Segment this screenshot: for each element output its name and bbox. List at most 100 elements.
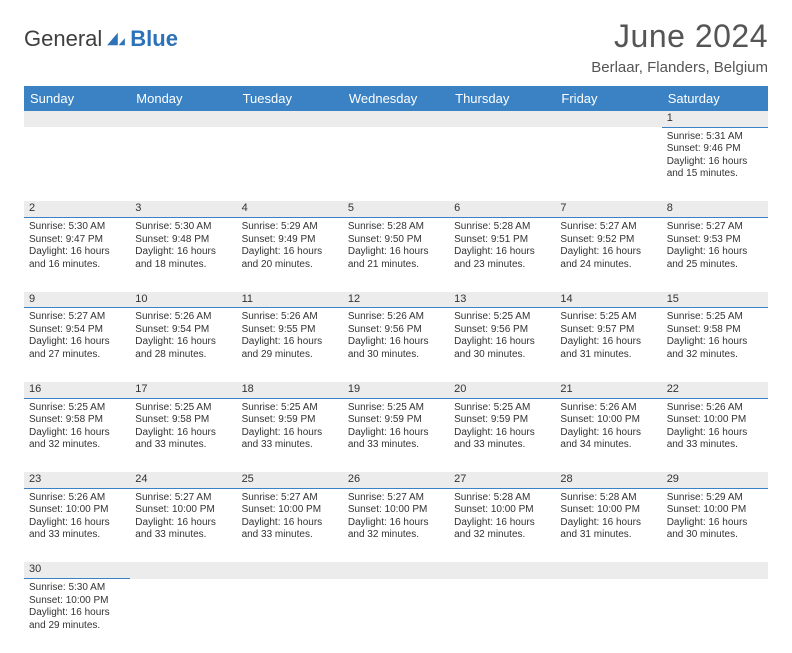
day-cell: Sunrise: 5:28 AMSunset: 9:51 PMDaylight:… <box>449 218 555 292</box>
day-number: 26 <box>343 472 449 488</box>
day-details: Sunrise: 5:25 AMSunset: 9:58 PMDaylight:… <box>667 311 763 361</box>
day-details: Sunrise: 5:25 AMSunset: 9:59 PMDaylight:… <box>454 402 550 452</box>
day-cell: Sunrise: 5:27 AMSunset: 9:53 PMDaylight:… <box>662 218 768 292</box>
day-number: 8 <box>662 201 768 217</box>
day-cell <box>555 579 661 653</box>
day-details: Sunrise: 5:30 AMSunset: 10:00 PMDaylight… <box>29 582 125 632</box>
day-cell <box>343 579 449 653</box>
brand-logo: General Blue <box>24 26 178 52</box>
day-number <box>343 111 449 127</box>
day-number: 23 <box>24 472 130 488</box>
day-number: 19 <box>343 382 449 398</box>
day-number <box>237 111 343 127</box>
day-details: Sunrise: 5:31 AMSunset: 9:46 PMDaylight:… <box>667 131 763 181</box>
day-number: 7 <box>555 201 661 217</box>
day-number: 28 <box>555 472 661 488</box>
day-number <box>555 562 661 578</box>
day-cell <box>662 579 768 653</box>
calendar-table: SundayMondayTuesdayWednesdayThursdayFrid… <box>24 86 768 653</box>
day-cell: Sunrise: 5:26 AMSunset: 10:00 PMDaylight… <box>555 398 661 472</box>
day-cell: Sunrise: 5:29 AMSunset: 9:49 PMDaylight:… <box>237 218 343 292</box>
day-cell <box>555 127 661 201</box>
day-details: Sunrise: 5:25 AMSunset: 9:59 PMDaylight:… <box>348 402 444 452</box>
day-details: Sunrise: 5:27 AMSunset: 10:00 PMDaylight… <box>135 492 231 542</box>
day-number: 13 <box>449 292 555 308</box>
day-details: Sunrise: 5:27 AMSunset: 10:00 PMDaylight… <box>242 492 338 542</box>
day-cell: Sunrise: 5:30 AMSunset: 10:00 PMDaylight… <box>24 579 130 653</box>
day-details: Sunrise: 5:27 AMSunset: 10:00 PMDaylight… <box>348 492 444 542</box>
day-number <box>237 562 343 578</box>
day-details: Sunrise: 5:26 AMSunset: 9:56 PMDaylight:… <box>348 311 444 361</box>
day-details: Sunrise: 5:26 AMSunset: 9:54 PMDaylight:… <box>135 311 231 361</box>
day-number: 17 <box>130 382 236 398</box>
day-cell: Sunrise: 5:26 AMSunset: 10:00 PMDaylight… <box>24 488 130 562</box>
day-number <box>130 562 236 578</box>
day-cell: Sunrise: 5:25 AMSunset: 9:58 PMDaylight:… <box>662 308 768 382</box>
day-details: Sunrise: 5:28 AMSunset: 10:00 PMDaylight… <box>454 492 550 542</box>
day-details: Sunrise: 5:28 AMSunset: 9:51 PMDaylight:… <box>454 221 550 271</box>
day-number: 16 <box>24 382 130 398</box>
sail-icon <box>105 31 127 47</box>
calendar-body: 1Sunrise: 5:31 AMSunset: 9:46 PMDaylight… <box>24 111 768 653</box>
day-cell: Sunrise: 5:25 AMSunset: 9:57 PMDaylight:… <box>555 308 661 382</box>
day-details: Sunrise: 5:25 AMSunset: 9:59 PMDaylight:… <box>242 402 338 452</box>
day-number: 3 <box>130 201 236 217</box>
weekday-header: Tuesday <box>237 86 343 111</box>
header: General Blue June 2024 Berlaar, Flanders… <box>24 18 768 76</box>
day-cell: Sunrise: 5:27 AMSunset: 9:52 PMDaylight:… <box>555 218 661 292</box>
day-number: 30 <box>24 562 130 578</box>
day-details: Sunrise: 5:26 AMSunset: 10:00 PMDaylight… <box>560 402 656 452</box>
day-cell <box>237 579 343 653</box>
day-number: 25 <box>237 472 343 488</box>
day-cell: Sunrise: 5:26 AMSunset: 9:54 PMDaylight:… <box>130 308 236 382</box>
calendar-thead: SundayMondayTuesdayWednesdayThursdayFrid… <box>24 86 768 111</box>
day-number: 24 <box>130 472 236 488</box>
day-details: Sunrise: 5:28 AMSunset: 9:50 PMDaylight:… <box>348 221 444 271</box>
day-cell <box>130 579 236 653</box>
day-details: Sunrise: 5:29 AMSunset: 10:00 PMDaylight… <box>667 492 763 542</box>
day-cell: Sunrise: 5:28 AMSunset: 10:00 PMDaylight… <box>449 488 555 562</box>
day-details: Sunrise: 5:26 AMSunset: 10:00 PMDaylight… <box>29 492 125 542</box>
day-details: Sunrise: 5:27 AMSunset: 9:54 PMDaylight:… <box>29 311 125 361</box>
day-number: 27 <box>449 472 555 488</box>
day-cell <box>237 127 343 201</box>
day-details: Sunrise: 5:30 AMSunset: 9:47 PMDaylight:… <box>29 221 125 271</box>
day-number: 2 <box>24 201 130 217</box>
day-number <box>343 562 449 578</box>
day-details: Sunrise: 5:30 AMSunset: 9:48 PMDaylight:… <box>135 221 231 271</box>
day-cell: Sunrise: 5:25 AMSunset: 9:59 PMDaylight:… <box>237 398 343 472</box>
day-details: Sunrise: 5:25 AMSunset: 9:57 PMDaylight:… <box>560 311 656 361</box>
day-cell: Sunrise: 5:27 AMSunset: 10:00 PMDaylight… <box>130 488 236 562</box>
day-number: 12 <box>343 292 449 308</box>
day-details: Sunrise: 5:28 AMSunset: 10:00 PMDaylight… <box>560 492 656 542</box>
day-details: Sunrise: 5:25 AMSunset: 9:58 PMDaylight:… <box>29 402 125 452</box>
day-cell: Sunrise: 5:25 AMSunset: 9:59 PMDaylight:… <box>449 398 555 472</box>
day-details: Sunrise: 5:27 AMSunset: 9:53 PMDaylight:… <box>667 221 763 271</box>
day-cell: Sunrise: 5:25 AMSunset: 9:56 PMDaylight:… <box>449 308 555 382</box>
brand-text-1: General <box>24 26 102 52</box>
day-cell: Sunrise: 5:26 AMSunset: 9:55 PMDaylight:… <box>237 308 343 382</box>
day-cell <box>343 127 449 201</box>
day-details: Sunrise: 5:29 AMSunset: 9:49 PMDaylight:… <box>242 221 338 271</box>
location: Berlaar, Flanders, Belgium <box>591 59 768 76</box>
day-cell: Sunrise: 5:26 AMSunset: 10:00 PMDaylight… <box>662 398 768 472</box>
day-number: 9 <box>24 292 130 308</box>
day-cell: Sunrise: 5:28 AMSunset: 10:00 PMDaylight… <box>555 488 661 562</box>
day-details: Sunrise: 5:26 AMSunset: 10:00 PMDaylight… <box>667 402 763 452</box>
day-number <box>449 562 555 578</box>
weekday-header: Friday <box>555 86 661 111</box>
day-number <box>24 111 130 127</box>
day-number <box>662 562 768 578</box>
day-details: Sunrise: 5:27 AMSunset: 9:52 PMDaylight:… <box>560 221 656 271</box>
day-number: 14 <box>555 292 661 308</box>
day-number: 20 <box>449 382 555 398</box>
day-number: 6 <box>449 201 555 217</box>
day-cell: Sunrise: 5:27 AMSunset: 9:54 PMDaylight:… <box>24 308 130 382</box>
day-number <box>555 111 661 127</box>
day-cell: Sunrise: 5:25 AMSunset: 9:59 PMDaylight:… <box>343 398 449 472</box>
day-number: 5 <box>343 201 449 217</box>
day-cell: Sunrise: 5:31 AMSunset: 9:46 PMDaylight:… <box>662 127 768 201</box>
weekday-header: Saturday <box>662 86 768 111</box>
day-number: 4 <box>237 201 343 217</box>
day-cell <box>449 579 555 653</box>
